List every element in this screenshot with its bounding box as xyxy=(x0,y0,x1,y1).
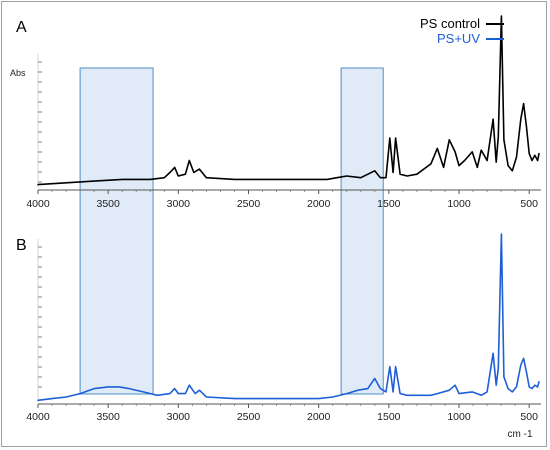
x-tick-label-1000: 1000 xyxy=(447,198,471,210)
panel-a: A 4000 3500 3000 2500 2000 1500 1000 500 Abs PS co… xyxy=(10,15,541,210)
panel-label-b: B xyxy=(16,237,27,254)
y-axis-label: Abs xyxy=(10,68,26,78)
x-tick-label-4000: 4000 xyxy=(26,411,50,423)
x-tick-label-2000: 2000 xyxy=(307,411,331,423)
x-tick-label-3000: 3000 xyxy=(167,198,191,210)
x-tick-label-500: 500 xyxy=(520,411,538,423)
legend-label-2: PS+UV xyxy=(437,31,480,46)
x-tick-label-4000: 4000 xyxy=(26,198,50,210)
x-tick-label-3500: 3500 xyxy=(96,411,120,423)
x-tick-label-2000: 2000 xyxy=(307,198,331,210)
x-tick-label-1000: 1000 xyxy=(447,411,471,423)
panel-b: B 4000 3500 3000 2500 2000 1500 1000 500 cm -1 xyxy=(16,233,541,440)
highlight-band-2 xyxy=(340,67,384,395)
x-tick-label-2500: 2500 xyxy=(237,411,261,423)
x-tick-label-500: 500 xyxy=(520,198,538,210)
x-tick-label-3000: 3000 xyxy=(167,411,191,423)
series-line-ps-control xyxy=(37,15,540,186)
x-tick-label-1500: 1500 xyxy=(377,198,401,210)
x-tick-label-3500: 3500 xyxy=(96,198,120,210)
legend-label-1: PS control xyxy=(420,16,480,31)
x-tick-label-1500: 1500 xyxy=(377,411,401,423)
series-line-ps-uv xyxy=(37,233,540,402)
x-axis-label: cm -1 xyxy=(508,429,533,440)
highlight-band-1 xyxy=(79,67,154,395)
panel-label-a: A xyxy=(16,19,27,36)
x-tick-label-2500: 2500 xyxy=(237,198,261,210)
